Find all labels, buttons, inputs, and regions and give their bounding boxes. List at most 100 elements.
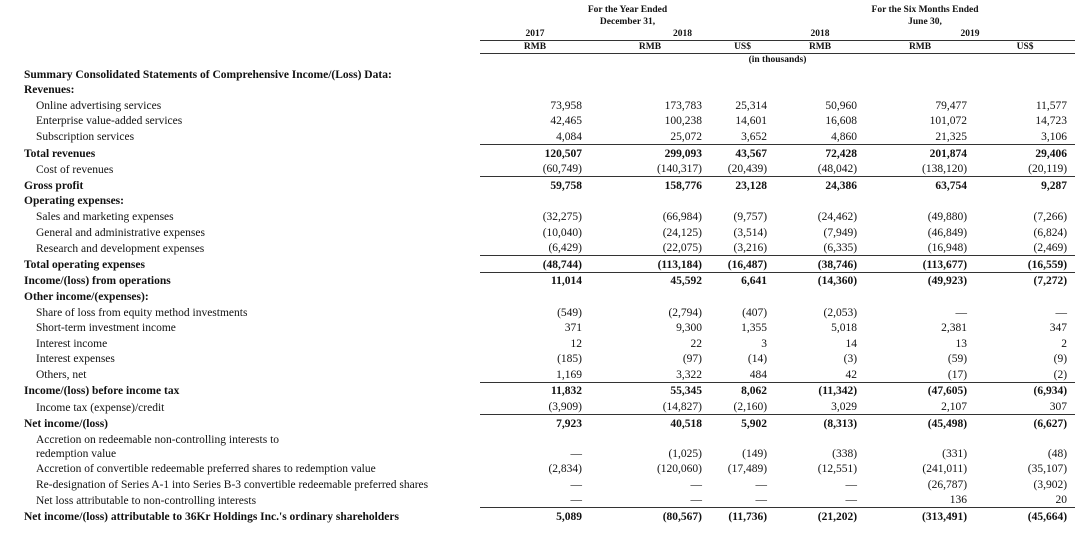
cell-value: (7,272) bbox=[975, 271, 1076, 289]
row-label: Total operating expenses bbox=[24, 259, 145, 272]
cell-value: (549) bbox=[557, 306, 582, 319]
table-row: Share of loss from equity method investm… bbox=[20, 304, 1075, 320]
cell-value: (47,605) bbox=[865, 381, 976, 399]
header-row: RMB RMB US$ RMB RMB US$ bbox=[20, 40, 1076, 54]
cell-value: 13 bbox=[955, 337, 968, 350]
cell-value: (26,787) bbox=[927, 478, 968, 491]
cell-value: (7,949) bbox=[823, 226, 858, 239]
cell-value: (49,923) bbox=[865, 271, 976, 289]
table-row: Net income/(loss) attributable to 36Kr H… bbox=[20, 507, 1076, 525]
cell-value: (48,744) bbox=[480, 255, 590, 273]
spacer bbox=[20, 4, 480, 16]
currency: RMB bbox=[590, 40, 710, 54]
cell-value: 101,072 bbox=[929, 115, 968, 128]
cell-value: (60,749) bbox=[542, 163, 582, 176]
cell-value: (21,202) bbox=[775, 507, 866, 525]
cell-value: 9,300 bbox=[676, 322, 702, 335]
cell-value: (35,107) bbox=[1027, 463, 1068, 476]
cell-value: 3,106 bbox=[1041, 130, 1068, 143]
table-row: Income/(loss) from operations 11,014 45,59… bbox=[20, 271, 1076, 289]
cell-value: — bbox=[755, 478, 768, 491]
cell-value: (138,120) bbox=[921, 163, 968, 176]
cell-value: (11,736) bbox=[710, 507, 776, 525]
currency: US$ bbox=[975, 40, 1076, 54]
row-label: Others, net bbox=[36, 369, 87, 382]
cell-value: — bbox=[690, 494, 703, 507]
cell-value: — bbox=[845, 494, 858, 507]
row-label: Gross profit bbox=[24, 179, 84, 192]
cell-value: — bbox=[570, 478, 583, 491]
cell-value: (14) bbox=[747, 353, 768, 366]
table-row: Online advertising services 73,958 173,783… bbox=[20, 97, 1075, 113]
cell-value: (6,824) bbox=[1033, 226, 1068, 239]
cell-value: (3,909) bbox=[548, 401, 582, 414]
row-label: Income/(loss) from operations bbox=[24, 275, 171, 288]
row-label: Revenues: bbox=[24, 84, 75, 97]
cell-value: (66,984) bbox=[662, 210, 702, 223]
table-row: General and administrative expenses (10,0… bbox=[20, 224, 1075, 240]
cell-value: 1,169 bbox=[556, 368, 582, 381]
cell-value: — bbox=[1055, 306, 1068, 319]
row-label: Interest income bbox=[36, 337, 108, 350]
table-row: Income tax (expense)/credit (3,909) (14,82… bbox=[20, 398, 1075, 414]
cell-value: 307 bbox=[1049, 401, 1068, 414]
table-row: Net income/(loss) 7,923 40,518 5,902 (8,313)… bbox=[20, 414, 1076, 431]
cell-value: (6,934) bbox=[975, 381, 1076, 399]
table-row: Sales and marketing expenses (32,275) (66,… bbox=[20, 208, 1075, 224]
table-row: Others, net 1,169 3,322 484 42 (17) (2) bbox=[20, 366, 1075, 382]
table-row: Gross profit 59,758 158,776 23,128 24,386 63,… bbox=[20, 176, 1076, 193]
table-row: Interest expenses (185) (97) (14) (3) (59) (9) bbox=[20, 351, 1075, 367]
cell-value: 14 bbox=[845, 337, 858, 350]
row-label: Other income/(expenses): bbox=[24, 290, 149, 303]
cell-value: 72,428 bbox=[775, 143, 866, 161]
row-label: Enterprise value-added services bbox=[36, 115, 183, 128]
cell-value: 14,601 bbox=[735, 115, 768, 128]
cell-value: 6,641 bbox=[710, 271, 776, 289]
cell-value: (59) bbox=[947, 353, 968, 366]
cell-value: 299,093 bbox=[590, 143, 710, 161]
cell-value: (149) bbox=[742, 447, 768, 460]
cell-value: (46,849) bbox=[927, 226, 968, 239]
row-label: Income/(loss) before income tax bbox=[24, 385, 180, 398]
cell-value: (338) bbox=[832, 447, 858, 460]
row-label: Interest expenses bbox=[36, 353, 115, 366]
cell-value: 11,577 bbox=[1035, 99, 1068, 112]
cell-value: 120,507 bbox=[480, 143, 590, 161]
group-title: June 30, bbox=[908, 17, 942, 27]
cell-value: (17,489) bbox=[727, 463, 768, 476]
cell-value: 100,238 bbox=[664, 115, 702, 128]
cell-value: (16,948) bbox=[927, 242, 968, 255]
cell-value: (2,053) bbox=[823, 306, 858, 319]
cell-value: 3,652 bbox=[741, 130, 768, 143]
spacer bbox=[20, 16, 480, 28]
cell-value: (48,042) bbox=[817, 163, 858, 176]
cell-value: (3,514) bbox=[733, 226, 768, 239]
header-row: 2017 2018 2018 2019 bbox=[20, 28, 1076, 41]
row-label: Net income/(loss) bbox=[24, 417, 108, 430]
row-label: Net income/(loss) attributable to 36Kr H… bbox=[24, 511, 399, 524]
cell-value: — bbox=[690, 478, 703, 491]
currency: US$ bbox=[710, 40, 776, 54]
cell-value: (9) bbox=[1053, 353, 1068, 366]
cell-value: 4,860 bbox=[831, 130, 858, 143]
cell-value: 23,128 bbox=[710, 176, 776, 193]
cell-value: 371 bbox=[564, 322, 582, 335]
cell-value: 20 bbox=[1055, 494, 1068, 507]
cell-value: 3,322 bbox=[676, 368, 702, 381]
cell-value: 16,608 bbox=[825, 115, 858, 128]
cell-value: 29,406 bbox=[975, 143, 1076, 161]
row-label: Short-term investment income bbox=[36, 322, 176, 335]
income-statement-table: For the Year Ended For the Six Months End… bbox=[20, 4, 1076, 525]
cell-value: (12,551) bbox=[817, 463, 858, 476]
table-row: Total operating expenses (48,744) (113,184… bbox=[20, 255, 1076, 273]
year: 2019 bbox=[865, 28, 1076, 41]
cell-value: (10,040) bbox=[542, 226, 582, 239]
table-row: Total revenues 120,507 299,093 43,567 72,428… bbox=[20, 143, 1076, 161]
cell-value: (24,462) bbox=[817, 210, 858, 223]
cell-value: (6,335) bbox=[823, 242, 858, 255]
cell-value: 2,381 bbox=[941, 322, 968, 335]
cell-value: 158,776 bbox=[590, 176, 710, 193]
cell-value: (32,275) bbox=[542, 210, 582, 223]
cell-value: 25,072 bbox=[670, 130, 702, 143]
cell-value: 173,783 bbox=[664, 99, 702, 112]
